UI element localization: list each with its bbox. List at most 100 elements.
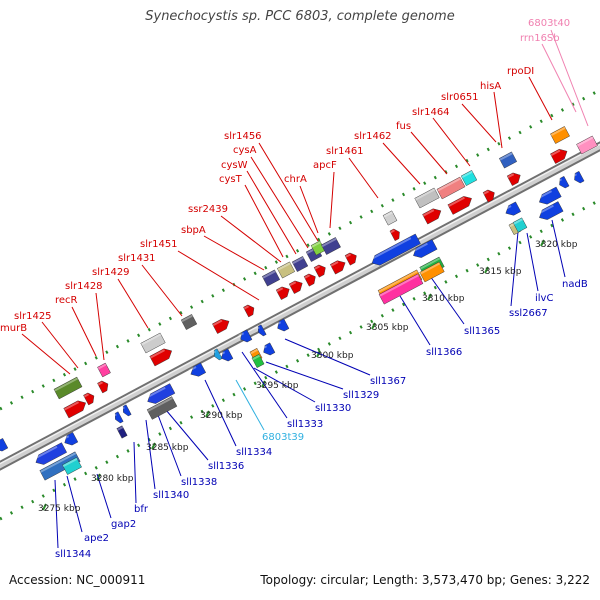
reverse-gene-18-shape xyxy=(371,233,421,266)
forward-gene-26-shine xyxy=(437,177,462,192)
forward-gene-8-shape xyxy=(212,318,230,334)
gene-label-sll1338[interactable]: sll1338 xyxy=(181,477,217,488)
reverse-gene-0-shape xyxy=(35,442,67,465)
leader-line-40 xyxy=(551,219,566,278)
reverse-gene-9 xyxy=(188,362,207,377)
gene-label-ilvC[interactable]: ilvC xyxy=(535,293,553,304)
gene-label-slr1462[interactable]: slr1462 xyxy=(354,131,392,142)
gene-label-cysT[interactable]: cysT xyxy=(219,174,243,185)
forward-gene-29-shine xyxy=(483,190,490,195)
reverse-gene-1 xyxy=(39,451,81,481)
reverse-gene-12-shine xyxy=(238,332,245,337)
leader-line-5 xyxy=(141,264,183,317)
leader-line-29 xyxy=(157,414,182,477)
reverse-gene-16 xyxy=(261,342,276,356)
forward-gene-8-shine xyxy=(212,319,223,327)
reverse-gene-28-shape xyxy=(539,201,564,220)
reverse-gene-1-shape xyxy=(39,451,81,481)
forward-gene-30-shine xyxy=(499,152,513,161)
gene-label-sll1336[interactable]: sll1336 xyxy=(208,461,244,472)
gene-label-recR[interactable]: recR xyxy=(55,295,78,306)
gene-label-ssr2439[interactable]: ssr2439 xyxy=(188,204,228,215)
gene-label-slr1456[interactable]: slr1456 xyxy=(224,131,262,142)
reverse-gene-2-shine xyxy=(62,457,78,468)
gene-label-sbpA[interactable]: sbpA xyxy=(181,225,206,236)
reverse-gene-15 xyxy=(256,324,267,337)
gene-label-sll1367[interactable]: sll1367 xyxy=(370,376,406,387)
rna-label-6803t40[interactable]: 6803t40 xyxy=(528,18,570,29)
gene-label-cysW[interactable]: cysW xyxy=(221,160,248,171)
forward-gene-33-shine xyxy=(550,149,561,157)
gene-label-hisA[interactable]: hisA xyxy=(480,81,501,92)
gene-label-slr1429[interactable]: slr1429 xyxy=(92,267,130,278)
gene-label-sll1344[interactable]: sll1344 xyxy=(55,549,91,560)
leader-line-27 xyxy=(133,441,137,504)
gene-label-slr1461[interactable]: slr1461 xyxy=(326,146,364,157)
reverse-gene-20-shape xyxy=(378,273,424,305)
gene-label-sll1334[interactable]: sll1334 xyxy=(236,447,272,458)
forward-gene-31 xyxy=(506,172,521,186)
forward-gene-33-shape xyxy=(550,148,568,164)
gene-label-slr1428[interactable]: slr1428 xyxy=(65,281,103,292)
leader-line-16 xyxy=(382,142,421,185)
reverse-gene-24-shape xyxy=(505,201,522,216)
forward-gene-28-shape xyxy=(447,196,472,215)
forward-gene-6-shine xyxy=(149,349,166,359)
gene-label-slr1425[interactable]: slr1425 xyxy=(14,311,52,322)
gene-label-sll1365[interactable]: sll1365 xyxy=(464,326,500,337)
gene-label-sll1333[interactable]: sll1333 xyxy=(287,419,323,430)
gene-label-sll1330[interactable]: sll1330 xyxy=(315,403,351,414)
rna-label-6803t39[interactable]: 6803t39 xyxy=(262,432,304,443)
gene-label-rpoDI[interactable]: rpoDI xyxy=(507,66,534,77)
gene-label-bfr[interactable]: bfr xyxy=(134,504,149,515)
leader-line-32 xyxy=(241,351,288,419)
gene-label-sll1329[interactable]: sll1329 xyxy=(343,390,379,401)
reverse-gene-29-shine xyxy=(557,178,562,183)
gene-label-chrA[interactable]: chrA xyxy=(284,174,307,185)
reverse-gene-0 xyxy=(33,442,67,465)
gene-label-slr0651[interactable]: slr0651 xyxy=(441,92,479,103)
gene-label-ape2[interactable]: ape2 xyxy=(84,533,109,544)
kbp-tick-7 xyxy=(427,293,432,301)
gene-label-apcF[interactable]: apcF xyxy=(313,160,337,171)
forward-gene-20-shine xyxy=(330,261,339,267)
leader-line-9 xyxy=(244,184,284,258)
reverse-gene-18 xyxy=(369,233,421,266)
gene-label-slr1451[interactable]: slr1451 xyxy=(140,239,178,250)
reverse-gene-15-shape xyxy=(257,324,267,337)
reverse-gene-8-shape xyxy=(146,396,178,420)
reverse-gene-7-shape xyxy=(147,383,176,404)
gene-label-ssl2667[interactable]: ssl2667 xyxy=(509,308,548,319)
scale-label-3315: 3315 kbp xyxy=(479,267,522,277)
forward-gene-19 xyxy=(313,264,326,278)
leader-line-31 xyxy=(204,379,237,447)
gene-label-sll1340[interactable]: sll1340 xyxy=(153,490,189,501)
forward-gene-3-shape xyxy=(97,362,111,378)
leader-line-18 xyxy=(432,117,471,167)
gene-label-sll1366[interactable]: sll1366 xyxy=(426,347,462,358)
reverse-gene-20 xyxy=(378,273,424,305)
forward-gene-23-shine xyxy=(390,229,395,234)
reverse-gene-3-shape xyxy=(64,432,79,446)
gene-label-gap2[interactable]: gap2 xyxy=(111,519,136,530)
forward-gene-25-shine xyxy=(422,209,435,217)
gene-label-nadB[interactable]: nadB xyxy=(562,279,588,290)
gene-label-cysA[interactable]: cysA xyxy=(233,145,257,156)
forward-gene-2-shine xyxy=(83,393,89,398)
reverse-gene-27-shine xyxy=(536,190,553,200)
rna-label-rrn16Sb[interactable]: rrn16Sb xyxy=(520,33,560,44)
forward-gene-15-shine xyxy=(321,237,337,248)
gene-label-slr1431[interactable]: slr1431 xyxy=(118,253,156,264)
reverse-gene-10 xyxy=(212,348,223,361)
gene-label-fus[interactable]: fus xyxy=(396,121,411,132)
gene-label-murB[interactable]: murB xyxy=(0,323,27,334)
forward-gene-17-shine xyxy=(289,281,297,287)
reverse-gene-21-shape xyxy=(413,239,438,258)
scale-label-3310: 3310 kbp xyxy=(422,294,465,304)
scale-label-3295: 3295 kbp xyxy=(256,381,299,391)
kbp-tick-9 xyxy=(540,239,545,247)
reverse-gene-18-shine xyxy=(369,237,412,261)
reverse-gene-7-shine xyxy=(145,386,166,399)
gene-label-slr1464[interactable]: slr1464 xyxy=(412,107,450,118)
